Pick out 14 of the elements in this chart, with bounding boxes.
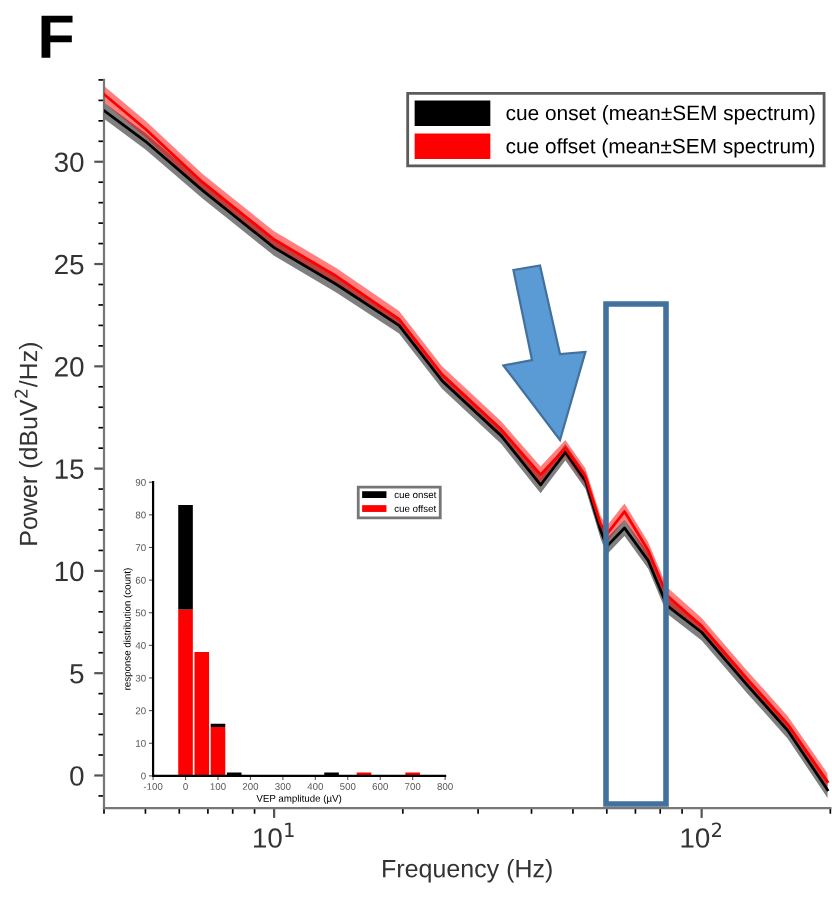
y-tick-label: 15 bbox=[55, 459, 84, 479]
text: F bbox=[41, 15, 73, 58]
y-tick-label: 20 bbox=[55, 356, 84, 377]
legend-label: cue onset (mean±SEM spectrum) bbox=[506, 105, 815, 125]
x-tick-label: 10$^{2}$ bbox=[681, 822, 722, 848]
y-tick-label: 30 bbox=[54, 152, 84, 173]
y-tick-label: 5 bbox=[70, 664, 84, 684]
x-axis-title: Frequency (Hz) bbox=[383, 859, 552, 883]
legend-label: cue offset (mean±SEM spectrum) bbox=[506, 138, 815, 158]
y-tick-label: 10 bbox=[55, 561, 84, 582]
y-axis-title: Power (dBuV$^{2}$/Hz) bbox=[14, 343, 43, 545]
x-tick-label: 10$^{1}$ bbox=[254, 822, 294, 848]
y-tick-label: 25 bbox=[55, 254, 84, 275]
bar bbox=[178, 505, 193, 610]
